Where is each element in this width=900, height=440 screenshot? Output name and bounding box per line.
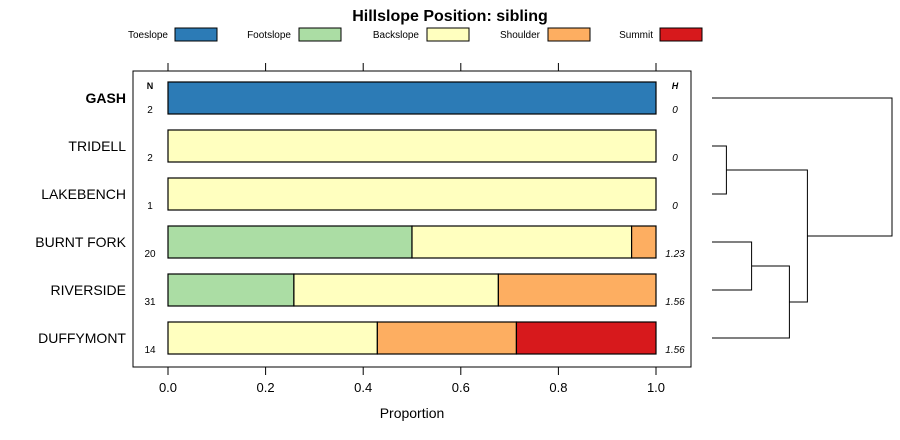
chart-title: Hillslope Position: sibling [352,8,548,25]
category-label: TRIDELL [68,138,126,154]
legend-label: Footslope [247,30,291,41]
legend: Toeslope Footslope Backslope Shoulder Summit [128,27,703,42]
h-label: 1.56 [665,297,685,308]
x-tick-label: 1.0 [647,380,665,395]
x-tick-label: 0.2 [257,380,275,395]
legend-swatch [659,27,703,42]
x-tick-label: 0.8 [549,380,567,395]
legend-label: Summit [619,30,653,41]
h-labels: 0 0 0 1.23 1.56 1.56 [665,105,685,356]
category-label: LAKEBENCH [41,186,126,202]
legend-swatch [298,27,342,42]
dendrogram-link [726,169,808,303]
category-label: BURNT FORK [35,234,126,250]
right-header-h: H [672,81,679,91]
bar-segment [167,225,413,259]
n-label: 31 [144,297,156,308]
bar-segment [630,225,657,259]
dendrogram [712,97,893,339]
h-label: 0 [672,201,678,212]
x-tick-label: 0.4 [354,380,372,395]
dendrogram-link [712,97,893,237]
n-label: 20 [144,249,156,260]
bar-segment [167,81,657,115]
bar-segment [293,273,499,307]
h-label: 1.23 [665,249,685,260]
plot-frame [132,70,692,368]
n-label: 2 [147,153,153,164]
n-labels: 2 2 1 20 31 14 [144,105,156,356]
category-labels: GASH TRIDELL LAKEBENCH BURNT FORK RIVERSIDE D… [35,90,126,346]
legend-label: Backslope [373,30,420,41]
n-label: 14 [144,345,156,356]
bar-segment [497,273,657,307]
x-axis-label: Proportion [380,405,445,421]
bar-segment [167,321,378,355]
n-label: 2 [147,105,153,116]
dendrogram-link [712,265,790,339]
top-axis-ticks [167,63,657,71]
legend-label: Shoulder [500,30,541,41]
category-label: DUFFYMONT [38,330,126,346]
bar-segment [167,273,295,307]
category-label: GASH [86,90,126,106]
dendrogram-link [712,145,727,195]
bar-segment [167,177,657,211]
category-label: RIVERSIDE [51,282,126,298]
legend-swatch [547,27,591,42]
n-label: 1 [147,201,153,212]
legend-swatch [426,27,470,42]
legend-swatch [174,27,218,42]
left-header-n: N [147,81,154,91]
h-label: 0 [672,105,678,116]
bar-segment [376,321,518,355]
legend-label: Toeslope [128,30,168,41]
dendrogram-link [712,241,753,291]
x-tick-label: 0.0 [159,380,177,395]
bar-segment [515,321,657,355]
h-label: 0 [672,153,678,164]
bar-segment [167,129,657,163]
h-label: 1.56 [665,345,685,356]
bars [167,81,657,355]
x-axis: 0.0 0.2 0.4 0.6 0.8 1.0 [159,367,665,395]
x-tick-label: 0.6 [452,380,470,395]
bar-segment [411,225,633,259]
